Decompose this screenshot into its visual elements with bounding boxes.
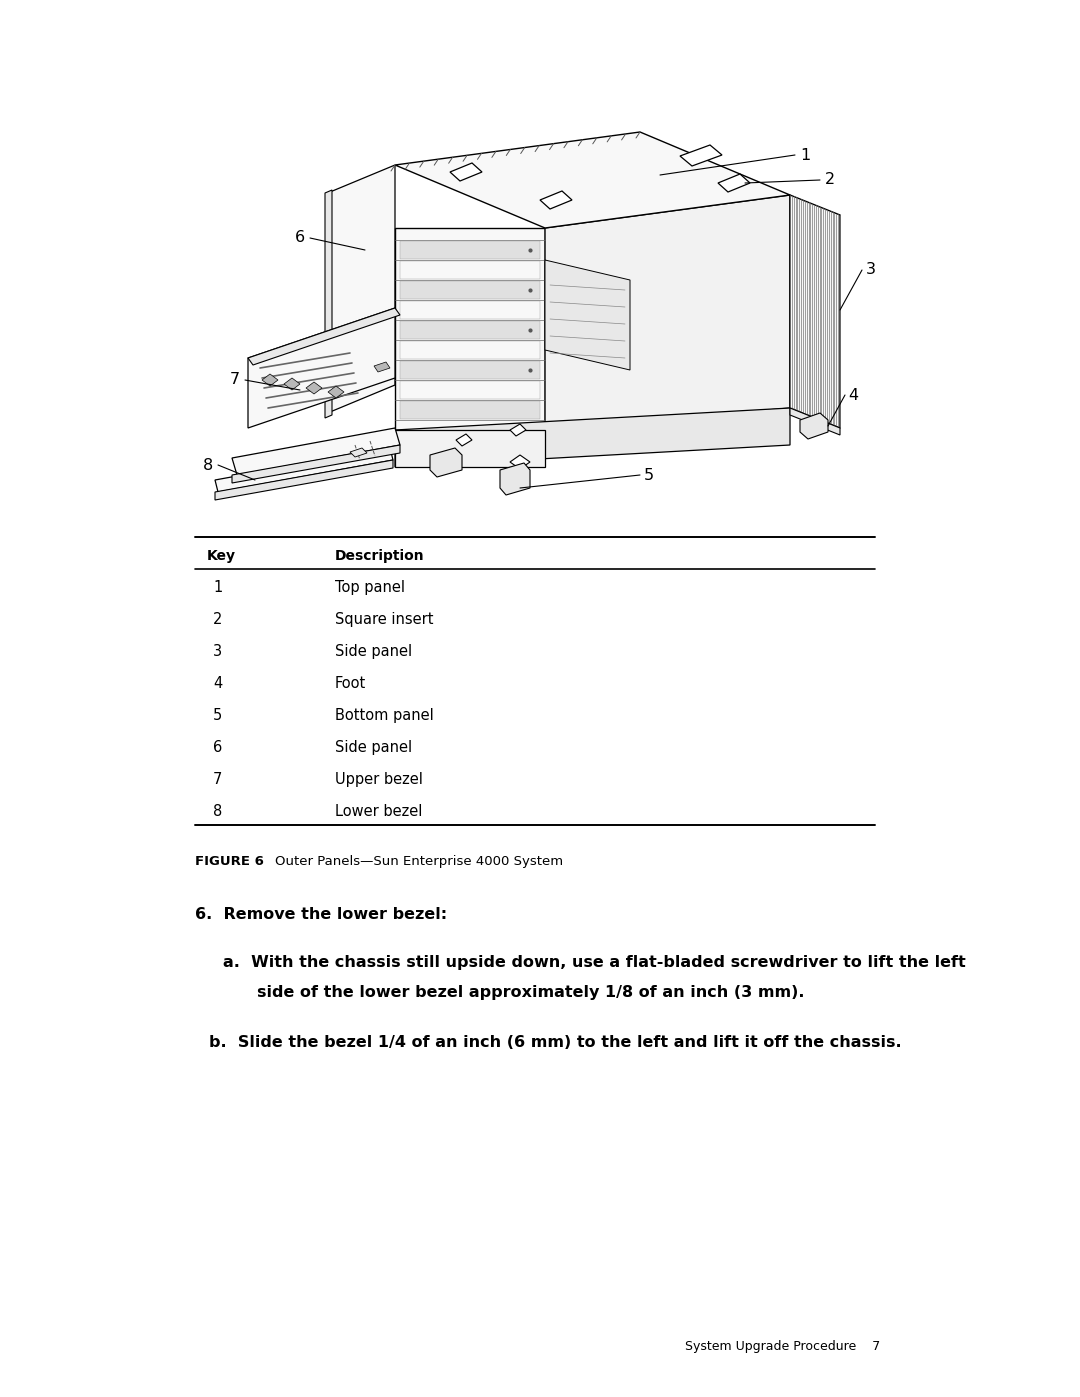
- Text: 6.  Remove the lower bezel:: 6. Remove the lower bezel:: [195, 907, 447, 922]
- Text: 3: 3: [866, 263, 876, 278]
- Polygon shape: [330, 165, 395, 412]
- Polygon shape: [262, 374, 278, 386]
- Text: 2: 2: [825, 172, 835, 187]
- Polygon shape: [400, 341, 540, 359]
- Polygon shape: [789, 196, 840, 427]
- Polygon shape: [248, 307, 395, 427]
- Text: 3: 3: [213, 644, 222, 659]
- Polygon shape: [215, 460, 393, 500]
- Text: 4: 4: [848, 387, 859, 402]
- Polygon shape: [800, 414, 828, 439]
- Polygon shape: [718, 175, 750, 191]
- Polygon shape: [400, 281, 540, 299]
- Text: 8: 8: [213, 805, 222, 819]
- Polygon shape: [306, 381, 322, 394]
- Polygon shape: [540, 191, 572, 210]
- Polygon shape: [510, 455, 530, 469]
- Polygon shape: [350, 448, 367, 457]
- Polygon shape: [545, 196, 789, 430]
- Text: b.  Slide the bezel 1/4 of an inch (6 mm) to the left and lift it off the chassi: b. Slide the bezel 1/4 of an inch (6 mm)…: [210, 1035, 902, 1051]
- Text: Foot: Foot: [335, 676, 366, 692]
- Polygon shape: [456, 434, 472, 446]
- Text: 4: 4: [213, 676, 222, 692]
- Text: System Upgrade Procedure    7: System Upgrade Procedure 7: [685, 1340, 880, 1354]
- Polygon shape: [400, 360, 540, 379]
- Polygon shape: [215, 448, 393, 492]
- Polygon shape: [400, 242, 540, 258]
- Polygon shape: [325, 190, 332, 418]
- Text: Description: Description: [335, 549, 424, 563]
- Text: a.  With the chassis still upside down, use a flat-bladed screwdriver to lift th: a. With the chassis still upside down, u…: [222, 956, 966, 970]
- Text: Top panel: Top panel: [335, 580, 405, 595]
- Polygon shape: [395, 228, 545, 430]
- Polygon shape: [500, 462, 530, 495]
- Polygon shape: [374, 362, 390, 372]
- Text: Lower bezel: Lower bezel: [335, 805, 422, 819]
- Polygon shape: [232, 427, 400, 475]
- Polygon shape: [510, 425, 526, 436]
- Polygon shape: [395, 131, 789, 228]
- Text: side of the lower bezel approximately 1/8 of an inch (3 mm).: side of the lower bezel approximately 1/…: [257, 985, 805, 1000]
- Polygon shape: [680, 145, 723, 166]
- Text: Bottom panel: Bottom panel: [335, 708, 434, 724]
- Text: 2: 2: [213, 612, 222, 627]
- Text: 1: 1: [213, 580, 222, 595]
- Text: 5: 5: [644, 468, 654, 482]
- Polygon shape: [450, 163, 482, 182]
- Text: Outer Panels—Sun Enterprise 4000 System: Outer Panels—Sun Enterprise 4000 System: [275, 855, 563, 868]
- Text: Key: Key: [207, 549, 237, 563]
- Text: FIGURE 6: FIGURE 6: [195, 855, 264, 868]
- Polygon shape: [400, 300, 540, 319]
- Text: 1: 1: [800, 148, 810, 162]
- Polygon shape: [789, 408, 840, 434]
- Polygon shape: [400, 321, 540, 339]
- Text: 6: 6: [213, 740, 222, 754]
- Text: Side panel: Side panel: [335, 644, 413, 659]
- Polygon shape: [395, 408, 789, 467]
- Polygon shape: [400, 381, 540, 400]
- Text: 7: 7: [213, 773, 222, 787]
- Text: 5: 5: [213, 708, 222, 724]
- Polygon shape: [400, 261, 540, 279]
- Polygon shape: [284, 379, 300, 390]
- Polygon shape: [545, 260, 630, 370]
- Text: Square insert: Square insert: [335, 612, 433, 627]
- Polygon shape: [430, 448, 462, 476]
- Text: 6: 6: [295, 231, 305, 246]
- Text: 8: 8: [203, 457, 213, 472]
- Polygon shape: [248, 307, 400, 365]
- Text: Side panel: Side panel: [335, 740, 413, 754]
- Text: Upper bezel: Upper bezel: [335, 773, 423, 787]
- Polygon shape: [400, 401, 540, 419]
- Polygon shape: [328, 386, 345, 398]
- Polygon shape: [395, 430, 545, 467]
- Polygon shape: [232, 446, 400, 483]
- Text: 7: 7: [230, 373, 240, 387]
